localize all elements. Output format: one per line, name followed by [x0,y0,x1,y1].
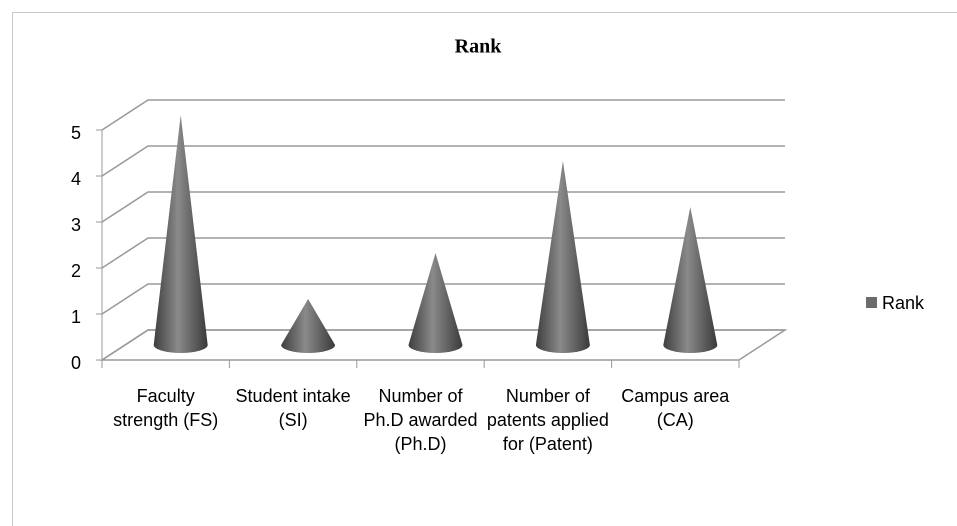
y-tick-label: 2 [71,261,81,281]
x-tick-label: Number of Ph.D awarded (Ph.D) [363,386,478,454]
legend-swatch [866,297,877,308]
y-tick-label: 0 [71,353,81,373]
x-tick-label: Number of patents applied for (Patent) [486,386,609,454]
cone [663,207,718,353]
grid-line [101,145,785,177]
cone [153,115,208,353]
grid-line [101,99,785,131]
y-tick-label: 3 [71,215,81,235]
x-tick-label: Student intake (SI) [235,386,351,430]
y-tick-label: 4 [71,169,81,189]
cone [281,299,336,353]
legend-label: Rank [882,293,925,313]
y-tick-label: 5 [71,123,81,143]
cone [535,161,590,353]
chart-title: Rank [455,36,503,58]
x-tick-label: Campus area (CA) [621,386,730,430]
y-tick-label: 1 [71,307,81,327]
chart-border [12,12,957,526]
x-tick-label: Faculty strength (FS) [113,386,219,430]
cone [408,253,463,353]
grid-line [101,191,785,223]
